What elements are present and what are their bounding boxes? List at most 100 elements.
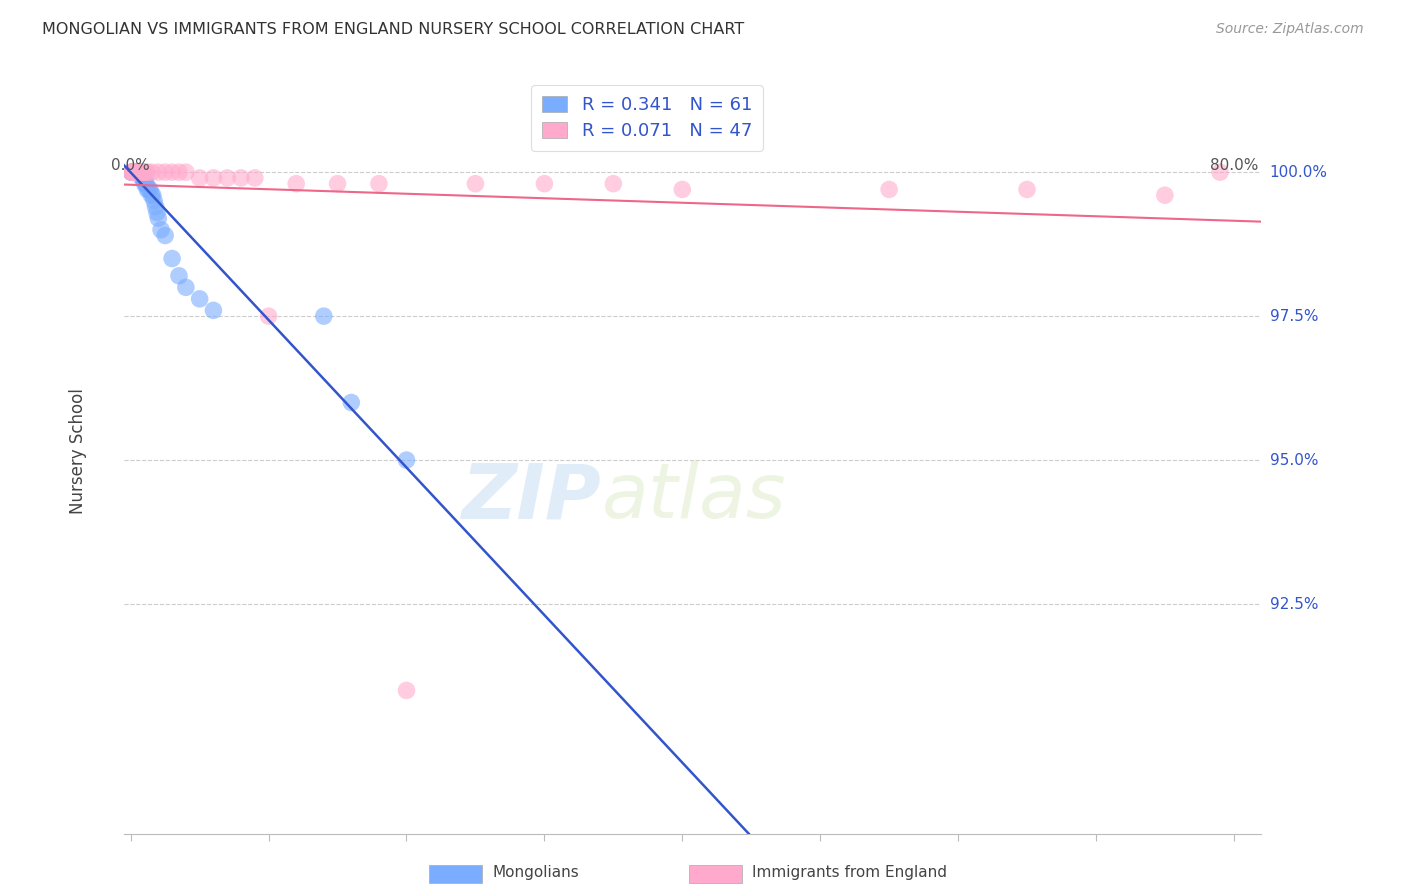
Point — [121, 165, 143, 179]
Point — [139, 182, 162, 196]
Point — [129, 165, 152, 179]
Point — [134, 170, 156, 185]
Point — [1154, 188, 1177, 202]
Legend: R = 0.341   N = 61, R = 0.071   N = 47: R = 0.341 N = 61, R = 0.071 N = 47 — [531, 86, 763, 151]
Point — [124, 165, 146, 179]
Point — [134, 177, 156, 191]
Text: Mongolians: Mongolians — [492, 865, 579, 880]
Point — [124, 165, 146, 179]
Point — [121, 165, 143, 179]
Point — [131, 165, 153, 179]
Point — [122, 165, 145, 179]
Point — [217, 170, 239, 185]
Point — [120, 165, 142, 179]
Point — [368, 177, 391, 191]
Point — [395, 683, 418, 698]
Text: 92.5%: 92.5% — [1270, 597, 1319, 612]
Text: 0.0%: 0.0% — [111, 159, 150, 173]
Point — [129, 165, 152, 179]
Point — [129, 165, 152, 179]
Point — [128, 165, 150, 179]
Point — [464, 177, 486, 191]
Point — [132, 170, 155, 185]
Point — [243, 170, 266, 185]
Text: Source: ZipAtlas.com: Source: ZipAtlas.com — [1216, 22, 1364, 37]
Point — [148, 165, 170, 179]
Point — [131, 165, 153, 179]
Point — [125, 165, 148, 179]
Point — [602, 177, 624, 191]
Point — [121, 165, 143, 179]
Point — [135, 165, 157, 179]
Point — [174, 280, 197, 294]
Point — [124, 165, 146, 179]
Point — [121, 165, 143, 179]
Point — [125, 165, 148, 179]
Text: Nursery School: Nursery School — [69, 389, 87, 515]
Point — [285, 177, 308, 191]
Point — [202, 303, 225, 318]
Point — [128, 165, 150, 179]
Point — [122, 165, 145, 179]
Point — [150, 223, 173, 237]
Point — [174, 165, 197, 179]
Point — [395, 453, 418, 467]
Point — [138, 182, 160, 196]
Point — [122, 165, 145, 179]
Point — [127, 165, 149, 179]
Text: Immigrants from England: Immigrants from England — [752, 865, 948, 880]
Point — [125, 165, 148, 179]
Point — [121, 165, 143, 179]
Point — [122, 165, 145, 179]
Point — [124, 165, 146, 179]
Point — [127, 165, 149, 179]
Point — [128, 165, 150, 179]
Point — [671, 182, 693, 196]
Point — [124, 165, 146, 179]
Point — [125, 165, 148, 179]
Point — [122, 165, 145, 179]
Point — [1015, 182, 1038, 196]
Point — [120, 165, 142, 179]
Point — [148, 211, 170, 226]
Point — [124, 165, 146, 179]
Point — [127, 165, 149, 179]
Point — [132, 165, 155, 179]
Point — [127, 165, 149, 179]
Point — [124, 165, 146, 179]
Text: 95.0%: 95.0% — [1270, 452, 1319, 467]
Point — [340, 395, 363, 409]
Point — [877, 182, 900, 196]
Point — [141, 165, 163, 179]
Point — [127, 165, 149, 179]
Point — [136, 182, 159, 196]
Point — [167, 268, 190, 283]
Point — [124, 165, 146, 179]
Point — [125, 165, 148, 179]
Text: 97.5%: 97.5% — [1270, 309, 1319, 324]
Point — [124, 165, 146, 179]
Point — [135, 177, 157, 191]
Point — [312, 309, 335, 323]
Point — [131, 170, 153, 185]
Point — [153, 228, 176, 243]
Point — [128, 165, 150, 179]
Point — [121, 165, 143, 179]
Point — [136, 165, 159, 179]
Point — [188, 170, 211, 185]
Point — [143, 194, 166, 208]
Point — [160, 252, 183, 266]
Text: MONGOLIAN VS IMMIGRANTS FROM ENGLAND NURSERY SCHOOL CORRELATION CHART: MONGOLIAN VS IMMIGRANTS FROM ENGLAND NUR… — [42, 22, 744, 37]
Point — [124, 165, 146, 179]
Point — [125, 165, 148, 179]
Point — [202, 170, 225, 185]
Point — [141, 188, 163, 202]
Point — [122, 165, 145, 179]
Point — [142, 188, 165, 202]
Point — [122, 165, 145, 179]
Point — [135, 177, 157, 191]
Point — [134, 165, 156, 179]
Point — [129, 165, 152, 179]
Point — [129, 165, 152, 179]
Point — [125, 165, 148, 179]
